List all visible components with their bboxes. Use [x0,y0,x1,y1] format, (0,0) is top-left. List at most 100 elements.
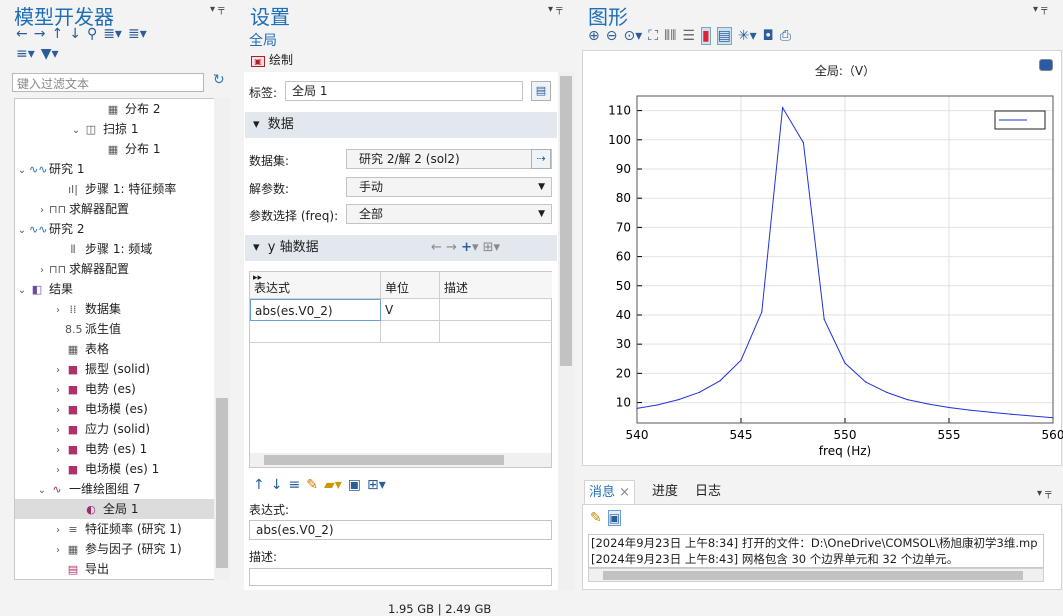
tree-item[interactable]: › ■ 电势 (es) [15,379,215,399]
tree-item[interactable]: ▦ 分布 1 [15,139,215,159]
tree-item[interactable]: › ⁞⁞ 数据集 [15,299,215,319]
chevron-right-icon[interactable]: › [56,425,60,436]
chevron-down-icon[interactable]: ⌄ [71,125,81,136]
graphics-menu-icon[interactable]: ▾ ╤ [1033,4,1048,15]
plot-button[interactable]: ▣ 绘制 [251,51,293,68]
zoom-out-icon[interactable]: ⊖ [605,28,618,44]
x-grid-icon[interactable]: ⦀⦀ [664,28,677,44]
table-hscrollbar[interactable] [250,453,551,467]
tree-item[interactable]: ▦ 表格 [15,339,215,359]
chevron-right-icon[interactable]: › [56,385,60,396]
empty-cell[interactable] [250,321,381,343]
y-grid-icon[interactable]: ☰ [682,28,695,44]
list-view-icon[interactable]: ≡▾ [16,46,35,62]
tree-item[interactable]: › ⊓⊓ 求解器配置 [15,259,215,279]
move-up-icon[interactable]: ↑ [253,477,265,493]
description-cell[interactable] [440,299,552,321]
tag-input[interactable]: 全局 1 [285,81,523,101]
chevron-right-icon[interactable]: › [40,205,44,216]
forward-icon[interactable]: → [33,26,46,42]
tree-item[interactable]: › ■ 电场模 (es) 1 [15,459,215,479]
open-folder-icon[interactable]: ▰▾ [323,477,342,493]
tree-item[interactable]: › ⊓⊓ 求解器配置 [15,199,215,219]
tree-item[interactable]: › ■ 振型 (solid) [15,359,215,379]
unit-cell[interactable]: V [381,299,440,321]
axis-icon[interactable]: ✳▾ [737,28,757,44]
settings-menu-icon[interactable]: ▾ ╤ [548,4,563,15]
move-down-icon[interactable]: ↓ [270,477,283,493]
clear-messages-icon[interactable]: ✎ [590,510,602,526]
save-icon[interactable]: ▣ [347,477,361,493]
chevron-right-icon[interactable]: › [56,545,60,556]
tag-edit-icon[interactable]: ▤ [531,81,551,101]
tree-item[interactable]: ⌄ ∿∿ 研究 1 [15,159,215,179]
tree-item[interactable]: › ■ 应力 (solid) [15,419,215,439]
tree-item[interactable]: › ▦ 参与因子 (研究 1) [15,539,215,559]
tree-item[interactable]: ⦀ 步骤 1: 频域 [15,239,215,259]
collapse-icon[interactable]: ≣▾ [103,26,122,42]
tree-item[interactable]: ⌄ ∿∿ 研究 2 [15,219,215,239]
tree-item[interactable]: ◐ 全局 1 [15,499,215,519]
insert-icon[interactable]: ⊞▾ [366,477,386,493]
expand-icon[interactable]: ≣▾ [127,26,147,42]
chevron-down-icon[interactable]: ⌄ [37,485,47,496]
expression-toolbar[interactable]: ↑ ↓ ≡ ✎ ▰▾ ▣ ⊞▾ [253,477,392,493]
coordinate-icon[interactable] [1039,59,1053,71]
legend-toggle-icon[interactable]: ▮ [700,27,711,45]
column-header-description[interactable]: 描述 [440,272,552,299]
chevron-down-icon[interactable]: ⌄ [17,225,27,236]
chevron-right-icon[interactable]: › [56,525,60,536]
chevron-down-icon[interactable]: ⌄ [17,165,27,176]
tree-item[interactable]: ⌄ ◫ 扫掠 1 [15,119,215,139]
desc-input[interactable] [249,568,552,586]
chevron-right-icon[interactable]: › [56,305,60,316]
empty-cell[interactable] [381,321,440,343]
message-filter-icon[interactable]: ▣ [607,510,622,526]
tree-item[interactable]: ⌄ ◧ 结果 [15,279,215,299]
chevron-down-icon[interactable]: ⌄ [17,285,27,296]
settings-scrollbar[interactable] [558,72,574,590]
print-icon[interactable]: ⎙ [779,28,791,44]
tree-item[interactable]: ▤ 导出 [15,559,215,579]
expr-input[interactable]: abs(es.V0_2) [249,520,552,540]
tree-item[interactable]: › ≡ 特征频率 (研究 1) [15,519,215,539]
messages-hscrollbar[interactable] [588,568,1044,582]
move-down-icon[interactable]: ↓ [69,26,81,42]
back-icon[interactable]: ← [16,26,28,42]
close-icon[interactable]: × [619,485,631,500]
expression-cell[interactable]: abs(es.V0_2) [250,299,381,321]
y-data-section-header[interactable]: ▾ y 轴数据 ← → +▾ ⊞▾ [245,235,557,261]
clear-icon[interactable]: ✎ [306,477,318,493]
messages-menu-icon[interactable]: ▾ ╤ [1037,488,1052,499]
annotation-icon[interactable]: ▤ [716,27,732,45]
data-section-header[interactable]: ▾ 数据 [245,112,557,138]
tree-item[interactable]: › ■ 电场模 (es) [15,399,215,419]
y-data-toolbar[interactable]: ← → +▾ ⊞▾ [431,240,501,255]
tree-item[interactable]: ıl| 步骤 1: 特征频率 [15,179,215,199]
tree-item[interactable]: ▦ 分布 2 [15,99,215,119]
tab-log[interactable]: 日志 [695,484,722,499]
chevron-right-icon[interactable]: › [56,405,60,416]
empty-cell[interactable] [440,321,552,343]
column-header-expression[interactable]: ▸▸ 表达式 [250,272,381,299]
column-header-unit[interactable]: 单位 [381,272,440,299]
camera-icon[interactable]: ◘ [762,28,774,44]
param-select[interactable]: 手动 ▼ [346,177,552,197]
tab-messages[interactable]: 消息 × [584,480,636,504]
tree-scrollbar[interactable] [214,98,230,580]
zoom-extents-icon[interactable]: ⛶ [648,28,659,44]
chevron-right-icon[interactable]: › [56,445,60,456]
param-sel-select[interactable]: 全部 ▼ [346,204,552,224]
filter-icon[interactable]: ▼▾ [40,46,59,62]
plot-area[interactable]: 全局:（V） 10 20 30 40 50 60 70 80 90 100 110 540 545 550 5… [582,50,1063,466]
chevron-right-icon[interactable]: › [40,265,44,276]
list-delete-icon[interactable]: ≡ [288,477,301,493]
chevron-right-icon[interactable]: › [56,365,60,376]
refresh-icon[interactable]: ↻ [213,72,225,88]
chevron-right-icon[interactable]: › [56,465,60,476]
tree-item[interactable]: 8.5 派生值 [15,319,215,339]
pane-menu-icon[interactable]: ▾ ╤ [210,4,225,15]
zoom-in-icon[interactable]: ⊕ [588,28,600,44]
tree-item[interactable]: ⌄ ∿ 一维绘图组 7 [15,479,215,499]
tree-item[interactable]: › ■ 电势 (es) 1 [15,439,215,459]
